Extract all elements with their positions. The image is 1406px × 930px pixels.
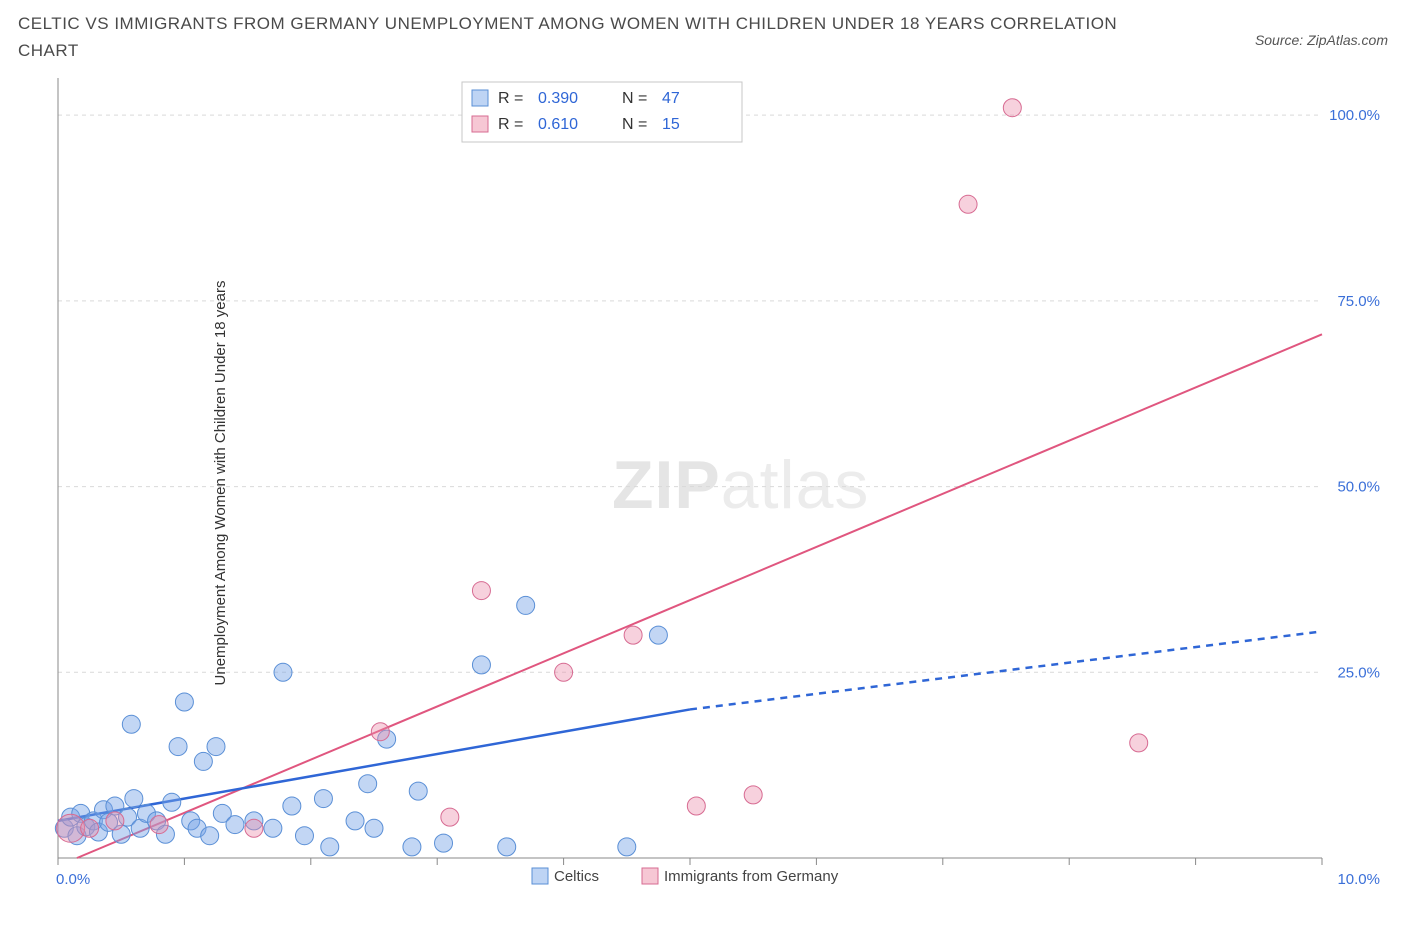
x-tick-label-0: 0.0% bbox=[56, 871, 90, 888]
chart-svg: ZIPatlas 25.0% 50.0% 75.0% 100.0% 0.0% 10.0% R … bbox=[52, 78, 1386, 888]
point-celtics bbox=[175, 693, 193, 711]
stats-n-value: 47 bbox=[662, 90, 680, 107]
point-celtics bbox=[264, 819, 282, 837]
legend-swatch-celtics bbox=[532, 868, 548, 884]
point-germany bbox=[371, 723, 389, 741]
point-celtics bbox=[169, 738, 187, 756]
x-tick-label-10: 10.0% bbox=[1337, 871, 1380, 888]
point-celtics bbox=[435, 834, 453, 852]
point-celtics bbox=[163, 793, 181, 811]
stats-r-value: 0.610 bbox=[538, 116, 578, 133]
source-attribution: Source: ZipAtlas.com bbox=[1255, 32, 1388, 48]
scatter-plot: Unemployment Among Women with Children U… bbox=[52, 78, 1386, 888]
point-celtics bbox=[365, 819, 383, 837]
stats-n-label: N = bbox=[622, 116, 647, 133]
point-celtics bbox=[321, 838, 339, 856]
point-germany bbox=[624, 626, 642, 644]
point-celtics bbox=[274, 663, 292, 681]
point-germany bbox=[1130, 734, 1148, 752]
stats-r-label: R = bbox=[498, 116, 523, 133]
stats-n-label: N = bbox=[622, 90, 647, 107]
point-germany bbox=[81, 819, 99, 837]
point-celtics bbox=[201, 827, 219, 845]
legend-label-celtics: Celtics bbox=[554, 868, 599, 885]
point-celtics bbox=[207, 738, 225, 756]
point-celtics bbox=[226, 816, 244, 834]
point-celtics bbox=[295, 827, 313, 845]
point-celtics bbox=[359, 775, 377, 793]
legend-swatch-germany bbox=[642, 868, 658, 884]
point-celtics bbox=[472, 656, 490, 674]
point-germany bbox=[687, 797, 705, 815]
regression-celtics-dashed bbox=[690, 631, 1322, 709]
point-celtics bbox=[498, 838, 516, 856]
point-germany bbox=[245, 819, 263, 837]
stats-n-value: 15 bbox=[662, 116, 680, 133]
y-tick-label: 100.0% bbox=[1329, 107, 1380, 124]
watermark: ZIPatlas bbox=[612, 447, 869, 523]
y-tick-label: 50.0% bbox=[1337, 479, 1380, 496]
y-axis-label: Unemployment Among Women with Children U… bbox=[212, 281, 229, 686]
legend-label-germany: Immigrants from Germany bbox=[664, 868, 839, 885]
point-germany bbox=[555, 663, 573, 681]
point-celtics bbox=[517, 596, 535, 614]
stats-swatch bbox=[472, 90, 488, 106]
point-celtics bbox=[403, 838, 421, 856]
point-celtics bbox=[618, 838, 636, 856]
point-celtics bbox=[346, 812, 364, 830]
stats-r-label: R = bbox=[498, 90, 523, 107]
y-tick-label: 75.0% bbox=[1337, 293, 1380, 310]
point-celtics bbox=[194, 752, 212, 770]
point-celtics bbox=[314, 790, 332, 808]
point-germany bbox=[1003, 99, 1021, 117]
y-tick-label: 25.0% bbox=[1337, 664, 1380, 681]
point-celtics bbox=[409, 782, 427, 800]
point-germany bbox=[959, 195, 977, 213]
point-germany bbox=[106, 812, 124, 830]
point-germany bbox=[744, 786, 762, 804]
point-celtics bbox=[649, 626, 667, 644]
point-celtics bbox=[125, 790, 143, 808]
point-germany bbox=[441, 808, 459, 826]
point-celtics bbox=[283, 797, 301, 815]
point-celtics bbox=[122, 715, 140, 733]
regression-germany bbox=[77, 334, 1322, 858]
point-germany bbox=[472, 582, 490, 600]
stats-swatch bbox=[472, 116, 488, 132]
chart-title: CELTIC VS IMMIGRANTS FROM GERMANY UNEMPL… bbox=[18, 10, 1168, 64]
stats-r-value: 0.390 bbox=[538, 90, 578, 107]
point-germany bbox=[150, 816, 168, 834]
